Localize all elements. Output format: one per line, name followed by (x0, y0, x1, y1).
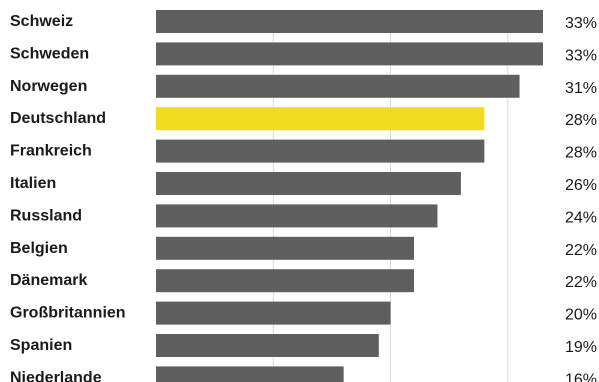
category-label: Italien (10, 175, 56, 192)
category-label: Großbritannien (10, 305, 126, 322)
bars (156, 10, 543, 382)
category-label: Niederlande (10, 369, 102, 382)
bar (156, 204, 438, 228)
bar (156, 10, 543, 33)
value-label: 33% (565, 47, 597, 64)
bar (156, 74, 520, 98)
value-label: 31% (565, 80, 597, 97)
value-label: 22% (565, 274, 597, 291)
bar (156, 334, 379, 357)
value-label: 19% (565, 339, 597, 356)
bar (156, 236, 414, 260)
category-label: Schweden (10, 45, 89, 62)
value-labels: 33% 33% 31% 28% 28% 26% 24% 22% 22% 20% 19% 16% (565, 15, 597, 382)
value-label: 24% (565, 209, 597, 226)
bar (156, 366, 344, 382)
category-label: Schweiz (10, 13, 73, 30)
value-label: 28% (565, 112, 597, 129)
bar (156, 172, 461, 195)
category-label: Deutschland (10, 110, 106, 127)
category-label: Russland (10, 207, 82, 224)
value-label: 16% (565, 371, 597, 382)
category-label: Dänemark (10, 272, 87, 289)
bar (156, 301, 391, 325)
value-label: 28% (565, 145, 597, 162)
category-label: Frankreich (10, 143, 92, 160)
category-label: Spanien (10, 337, 72, 354)
bar (156, 42, 543, 66)
category-label: Norwegen (10, 78, 87, 95)
bar (156, 269, 414, 293)
category-label: Belgien (10, 240, 68, 257)
value-label: 33% (565, 15, 597, 32)
bar (156, 107, 485, 131)
value-label: 20% (565, 307, 597, 324)
value-label: 22% (565, 242, 597, 259)
value-label: 26% (565, 177, 597, 194)
category-labels: Schweiz Schweden Norwegen Deutschland Frankr… (10, 13, 126, 382)
grid-lines (272, 10, 509, 382)
bar (156, 139, 485, 163)
